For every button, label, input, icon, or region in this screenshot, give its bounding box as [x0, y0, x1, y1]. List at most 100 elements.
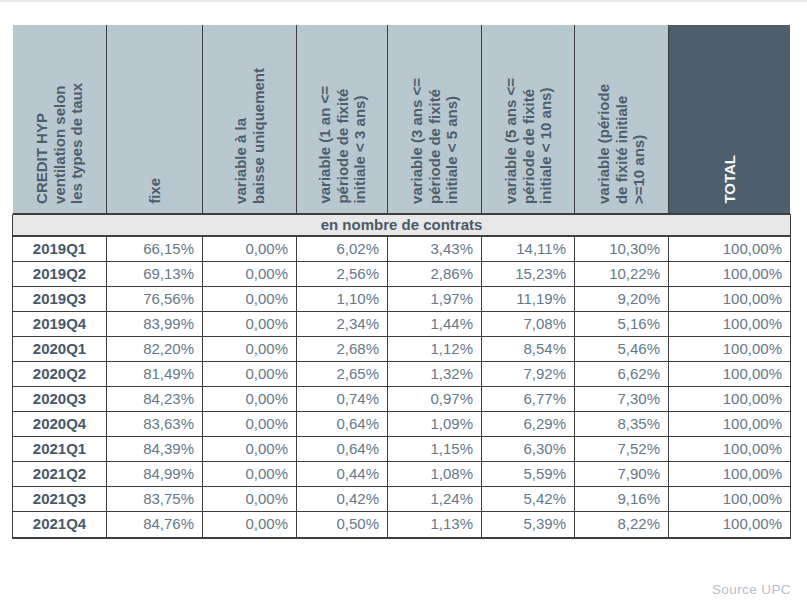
total-value-cell: 100,00%: [669, 462, 790, 486]
table-row: 2021Q383,75%0,00%0,42%1,24%5,42%9,16%100…: [13, 487, 790, 512]
top-divider: [0, 0, 807, 2]
value-cell: 1,32%: [388, 362, 482, 386]
column-header-label: variable (5 ans <= période de fixité ini…: [502, 78, 555, 204]
value-cell: 10,30%: [575, 237, 669, 261]
value-cell: 1,15%: [388, 437, 482, 461]
table-row: 2020Q384,23%0,00%0,74%0,97%6,77%7,30%100…: [13, 387, 790, 412]
table-row: 2021Q184,39%0,00%0,64%1,15%6,30%7,52%100…: [13, 437, 790, 462]
value-cell: 2,65%: [297, 362, 388, 386]
value-cell: 7,08%: [482, 312, 575, 336]
value-cell: 84,39%: [107, 437, 203, 461]
value-cell: 5,39%: [482, 512, 575, 537]
total-value-cell: 100,00%: [669, 312, 790, 336]
value-cell: 7,52%: [575, 437, 669, 461]
column-header-variable-5ans: variable (5 ans <= période de fixité ini…: [482, 25, 575, 213]
value-cell: 3,43%: [388, 237, 482, 261]
row-label: 2020Q2: [13, 362, 107, 386]
value-cell: 83,63%: [107, 412, 203, 436]
value-cell: 66,15%: [107, 237, 203, 261]
value-cell: 0,44%: [297, 462, 388, 486]
table-body: en nombre de contrats 2019Q166,15%0,00%6…: [12, 215, 791, 539]
value-cell: 0,00%: [203, 287, 297, 311]
value-cell: 82,20%: [107, 337, 203, 361]
value-cell: 5,46%: [575, 337, 669, 361]
value-cell: 1,97%: [388, 287, 482, 311]
total-value-cell: 100,00%: [669, 437, 790, 461]
value-cell: 0,74%: [297, 387, 388, 411]
value-cell: 7,92%: [482, 362, 575, 386]
total-value-cell: 100,00%: [669, 287, 790, 311]
row-label: 2021Q4: [13, 512, 107, 537]
value-cell: 1,44%: [388, 312, 482, 336]
total-value-cell: 100,00%: [669, 237, 790, 261]
value-cell: 9,16%: [575, 487, 669, 511]
value-cell: 0,42%: [297, 487, 388, 511]
table-header-row: CREDIT HYP ventilation selon les types d…: [12, 25, 791, 215]
value-cell: 1,13%: [388, 512, 482, 537]
value-cell: 0,00%: [203, 512, 297, 537]
source-caption: Source UPC: [712, 582, 791, 597]
value-cell: 84,23%: [107, 387, 203, 411]
column-header-label: fixe: [146, 178, 164, 204]
value-cell: 1,09%: [388, 412, 482, 436]
row-label: 2020Q4: [13, 412, 107, 436]
row-label: 2019Q2: [13, 262, 107, 286]
value-cell: 0,64%: [297, 412, 388, 436]
page: CREDIT HYP ventilation selon les types d…: [0, 0, 807, 610]
value-cell: 0,00%: [203, 262, 297, 286]
value-cell: 0,00%: [203, 437, 297, 461]
column-header-variable-10ans: variable (période de fixité initiale >=1…: [575, 25, 669, 213]
total-value-cell: 100,00%: [669, 362, 790, 386]
value-cell: 0,00%: [203, 312, 297, 336]
value-cell: 84,76%: [107, 512, 203, 537]
value-cell: 0,00%: [203, 387, 297, 411]
column-header-variable-1an: variable (1 an <= période de fixité init…: [297, 25, 388, 213]
value-cell: 0,00%: [203, 487, 297, 511]
total-value-cell: 100,00%: [669, 512, 790, 537]
value-cell: 1,08%: [388, 462, 482, 486]
table-row: 2020Q281,49%0,00%2,65%1,32%7,92%6,62%100…: [13, 362, 790, 387]
value-cell: 6,02%: [297, 237, 388, 261]
column-header-label: variable (période de fixité initiale >=1…: [595, 84, 648, 204]
value-cell: 83,75%: [107, 487, 203, 511]
value-cell: 0,00%: [203, 412, 297, 436]
value-cell: 5,16%: [575, 312, 669, 336]
total-value-cell: 100,00%: [669, 412, 790, 436]
value-cell: 0,00%: [203, 462, 297, 486]
table-row: 2021Q484,76%0,00%0,50%1,13%5,39%8,22%100…: [13, 512, 790, 537]
value-cell: 15,23%: [482, 262, 575, 286]
table-rows: 2019Q166,15%0,00%6,02%3,43%14,11%10,30%1…: [13, 237, 790, 537]
column-header-label: variable à la baisse uniquement: [232, 68, 267, 204]
column-header-label: variable (1 an <= période de fixité init…: [316, 86, 369, 204]
table-row: 2020Q483,63%0,00%0,64%1,09%6,29%8,35%100…: [13, 412, 790, 437]
value-cell: 1,24%: [388, 487, 482, 511]
value-cell: 83,99%: [107, 312, 203, 336]
value-cell: 0,00%: [203, 337, 297, 361]
credit-hyp-table: CREDIT HYP ventilation selon les types d…: [12, 25, 791, 539]
value-cell: 0,64%: [297, 437, 388, 461]
value-cell: 7,90%: [575, 462, 669, 486]
value-cell: 10,22%: [575, 262, 669, 286]
value-cell: 5,42%: [482, 487, 575, 511]
row-label: 2021Q3: [13, 487, 107, 511]
value-cell: 2,56%: [297, 262, 388, 286]
value-cell: 81,49%: [107, 362, 203, 386]
table-row: 2021Q284,99%0,00%0,44%1,08%5,59%7,90%100…: [13, 462, 790, 487]
value-cell: 8,35%: [575, 412, 669, 436]
column-header-label: TOTAL: [721, 155, 739, 204]
column-header-variable-baisse: variable à la baisse uniquement: [203, 25, 297, 213]
value-cell: 0,97%: [388, 387, 482, 411]
value-cell: 6,77%: [482, 387, 575, 411]
row-label: 2019Q3: [13, 287, 107, 311]
row-label: 2020Q1: [13, 337, 107, 361]
total-value-cell: 100,00%: [669, 262, 790, 286]
value-cell: 8,54%: [482, 337, 575, 361]
value-cell: 0,00%: [203, 237, 297, 261]
row-label: 2019Q1: [13, 237, 107, 261]
value-cell: 11,19%: [482, 287, 575, 311]
total-value-cell: 100,00%: [669, 387, 790, 411]
table-row: 2019Q483,99%0,00%2,34%1,44%7,08%5,16%100…: [13, 312, 790, 337]
value-cell: 14,11%: [482, 237, 575, 261]
value-cell: 6,62%: [575, 362, 669, 386]
column-header-fixe: fixe: [107, 25, 203, 213]
